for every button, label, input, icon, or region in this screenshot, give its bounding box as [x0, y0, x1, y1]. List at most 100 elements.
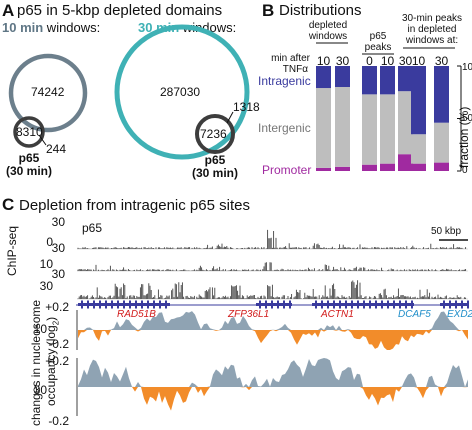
group2-label-line1: p65 — [369, 31, 387, 42]
gene-exon-mark — [159, 300, 161, 309]
track-tick-3: 30 — [51, 267, 65, 281]
gene-exon-mark — [129, 300, 131, 309]
gene-body-actn1 — [312, 303, 372, 306]
gene-exon-mark — [87, 300, 89, 309]
venn-left-10min-circle — [8, 53, 88, 133]
gene-exon-mark — [399, 300, 401, 309]
right-p65-time-label: (30 min) — [191, 166, 238, 180]
left-overlap-count: 8310 — [16, 125, 43, 139]
gene-exon-mark — [345, 300, 347, 309]
panel-b-letter: B — [262, 1, 275, 20]
right-overlap-count: 7236 — [200, 127, 227, 141]
left-p65-time-label: (30 min) — [5, 164, 52, 178]
left-callout-line — [38, 134, 47, 146]
legend-intragenic: Intragenic — [258, 74, 311, 88]
gene-exon-mark — [321, 300, 323, 309]
bar-promoter-3 — [380, 163, 395, 171]
left-caption: 10 min windows: — [2, 21, 100, 34]
legend-promoter: Promoter — [262, 163, 312, 177]
gene-exon-mark — [381, 300, 383, 309]
diff-track-1-negative — [78, 330, 468, 350]
group1-label-line2: windows — [308, 31, 348, 42]
gene-body-zfp36l1 — [256, 303, 292, 306]
right-callout-line — [226, 111, 234, 124]
left-caption-time: 10 min — [2, 20, 44, 35]
y-tick-100: 100 — [462, 62, 472, 73]
gene-exon-mark — [147, 300, 149, 309]
gene-exon-mark — [111, 300, 113, 309]
diff2-time: 30 — [33, 383, 47, 397]
gene-exon-mark — [265, 300, 267, 309]
gene-exon-mark — [443, 300, 445, 309]
gene-exon-mark — [277, 300, 279, 309]
gene-exon-mark — [123, 300, 125, 309]
gene-label-rad51b: RAD51B — [117, 309, 156, 320]
panel-a-title: p65 in 5-kbp depleted domains — [17, 2, 223, 19]
track-time-1: 0 — [46, 235, 53, 249]
gene-exon-mark — [467, 300, 469, 309]
bar-time-label: 30 — [434, 54, 449, 68]
gene-exon-mark — [271, 300, 273, 309]
diff-track-2-positive — [78, 358, 468, 387]
bar-intergenic-6 — [434, 122, 449, 163]
chip-signal-track-3 — [77, 280, 467, 299]
track-time-3: 30 — [39, 279, 53, 293]
diff1-bottom-tick: -0.2 — [48, 337, 69, 351]
venn-right-30min-circle — [114, 24, 250, 160]
chip-signal-track-2 — [77, 262, 467, 271]
bar-time-label: 30 — [335, 54, 350, 68]
time-axis-label-line1: min after — [271, 53, 310, 64]
diff-track-2-negative — [78, 387, 468, 411]
bar-intragenic-3 — [380, 66, 395, 95]
gene-exon-mark — [461, 300, 463, 309]
diff1-top-tick: +0.2 — [45, 300, 69, 314]
diff1-time: 10 — [33, 322, 47, 336]
bar-promoter-2 — [362, 164, 377, 171]
group3-label-line1: 30-min peaks — [401, 13, 463, 24]
bar-promoter-1 — [335, 166, 350, 171]
gene-exon-mark — [369, 300, 371, 309]
gene-exon-mark — [351, 300, 353, 309]
bar-intragenic-5 — [411, 66, 426, 135]
bar-intragenic-4 — [398, 66, 413, 92]
gene-exon-mark — [449, 300, 451, 309]
bar-promoter-0 — [316, 167, 331, 171]
y-tick-0: 0 — [462, 165, 468, 176]
gene-exon-mark — [105, 300, 107, 309]
gene-exon-mark — [333, 300, 335, 309]
chip-signal-track-1 — [77, 229, 467, 249]
group1-label-line1: depleted — [308, 20, 348, 31]
gene-exon-mark — [387, 300, 389, 309]
gene-exon-mark — [81, 300, 83, 309]
bar-intergenic-2 — [362, 94, 377, 165]
track-time-2: 10 — [39, 257, 53, 271]
diff-track-1-positive — [78, 311, 468, 330]
gene-exon-mark — [405, 300, 407, 309]
panel-a-letter: A — [2, 1, 15, 20]
gene-label-exd2: EXD2 — [447, 309, 472, 320]
time-axis-label-line2: TNFα — [282, 64, 308, 75]
bar-intragenic-2 — [362, 66, 377, 95]
track-tick-1: 30 — [51, 215, 65, 229]
gene-exon-mark — [327, 300, 329, 309]
bar-time-label: 30 — [398, 54, 413, 68]
left-p65-only-count: 244 — [46, 142, 67, 156]
gene-exon-mark — [289, 300, 291, 309]
gene-body-exd2 — [440, 303, 468, 306]
gene-exon-mark — [283, 300, 285, 309]
gene-exon-mark — [99, 300, 101, 309]
bar-time-label: 10 — [316, 54, 331, 68]
diff2-bottom-tick: -0.2 — [48, 414, 69, 428]
bar-intragenic-0 — [316, 66, 331, 89]
bar-intergenic-4 — [398, 91, 413, 155]
bar-intragenic-6 — [434, 66, 449, 123]
bar-promoter-6 — [434, 162, 449, 171]
bar-intragenic-1 — [335, 66, 350, 87]
gene-exon-mark — [93, 300, 95, 309]
right-big-count: 287030 — [160, 85, 201, 99]
gene-exon-mark — [357, 300, 359, 309]
